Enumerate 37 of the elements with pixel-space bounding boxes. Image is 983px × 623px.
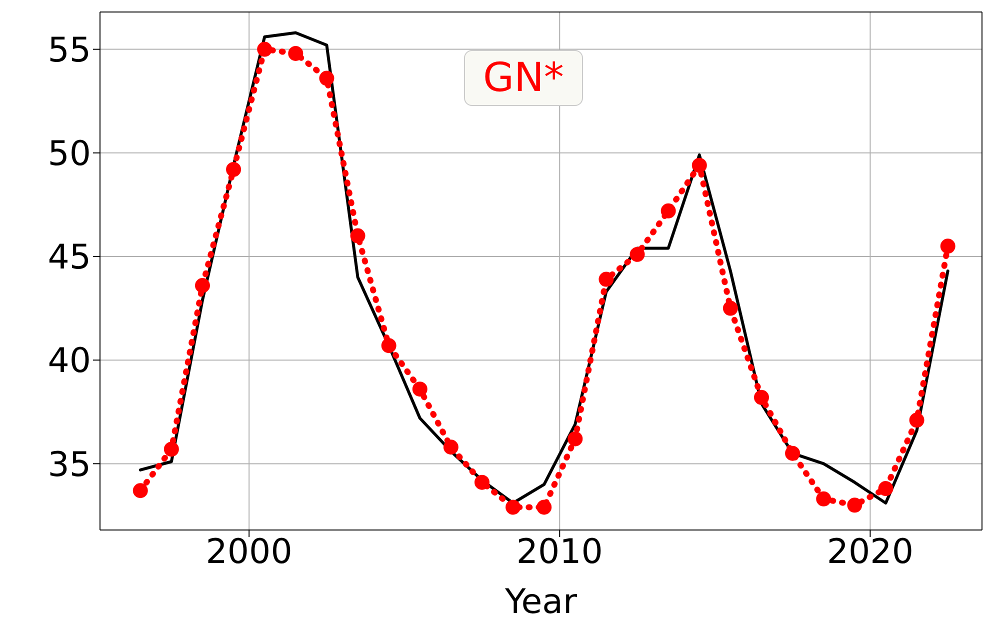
- point: [660, 203, 676, 218]
- x-axis-title: Year: [504, 582, 578, 622]
- annotation: GN*: [464, 50, 583, 106]
- point: [536, 500, 552, 515]
- point: [164, 442, 179, 457]
- point: [381, 338, 396, 354]
- point: [909, 412, 924, 428]
- point: [940, 238, 956, 254]
- point: [816, 491, 832, 506]
- point: [257, 42, 272, 57]
- point: [506, 500, 521, 515]
- point: [722, 300, 738, 316]
- point: [194, 278, 210, 294]
- point: [568, 431, 583, 446]
- x-tick-label: 2020: [826, 532, 914, 572]
- point: [350, 228, 366, 244]
- point: [878, 481, 894, 496]
- point: [443, 440, 458, 455]
- y-tick-label: 55: [48, 30, 91, 70]
- x-tick-label: 2010: [516, 532, 603, 572]
- point: [288, 46, 304, 61]
- point: [754, 390, 769, 405]
- point: [474, 474, 490, 490]
- x-tick-label: 2000: [206, 532, 292, 572]
- y-tick-label: 45: [48, 238, 91, 278]
- y-tick-label: 35: [48, 444, 91, 485]
- point: [598, 272, 614, 287]
- y-tick-label: 50: [48, 134, 91, 174]
- point: [412, 382, 428, 397]
- point: [132, 483, 148, 498]
- point: [630, 246, 645, 262]
- point: [785, 446, 800, 461]
- point: [692, 158, 707, 173]
- point: [847, 498, 862, 513]
- point: [319, 70, 334, 86]
- point: [226, 162, 242, 177]
- y-tick-label: 40: [48, 341, 91, 382]
